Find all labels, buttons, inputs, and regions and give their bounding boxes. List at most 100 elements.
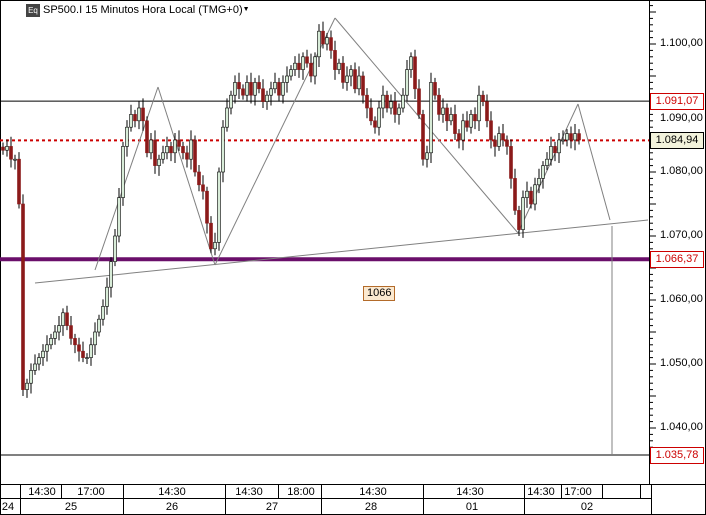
candle-up: [389, 101, 393, 109]
candle-down: [237, 82, 241, 90]
candle-up: [521, 197, 525, 230]
candle-down: [489, 120, 493, 141]
triangle-down-icon[interactable]: ▼: [242, 6, 250, 13]
candle-up: [281, 82, 285, 96]
candle-up: [289, 69, 293, 77]
candle-down: [145, 120, 149, 154]
candle-down: [333, 50, 337, 70]
candle-down: [201, 184, 205, 192]
candle-down: [369, 107, 373, 122]
candle-down: [305, 56, 309, 64]
candle-down: [529, 190, 533, 205]
candle-down: [185, 152, 189, 160]
time-label: 14:30: [359, 486, 387, 498]
candle-up: [37, 357, 41, 365]
time-label: 18:00: [287, 486, 315, 498]
price-line-label[interactable]: 1.091,07: [650, 93, 704, 111]
price-line-label[interactable]: 1.066,37: [650, 251, 704, 269]
candle-up: [217, 171, 221, 243]
candle-up: [449, 114, 453, 122]
candle-up: [285, 75, 289, 83]
candle-up: [29, 370, 33, 384]
trend-line: [94, 86, 159, 271]
price-line-label[interactable]: 1.035,78: [650, 447, 704, 464]
candle-down: [509, 146, 513, 179]
candle-up: [157, 158, 161, 166]
candle-up: [121, 146, 125, 198]
day-label: 27: [265, 501, 279, 513]
candle-down: [329, 37, 333, 51]
candle-up: [301, 56, 305, 70]
trend-line: [577, 103, 611, 221]
candle-up: [13, 158, 17, 161]
candle-down: [513, 178, 517, 211]
candle-up: [349, 69, 353, 77]
chart-title[interactable]: SP500.I 15 Minutos Hora Local (TMG+0)▼: [43, 4, 250, 16]
time-label: 14:30: [235, 486, 263, 498]
candle-down: [417, 88, 421, 115]
day-label: 01: [465, 501, 479, 513]
equity-icon: Eq: [26, 4, 40, 17]
candle-up: [213, 242, 217, 250]
candle-down: [353, 69, 357, 90]
trend-line: [517, 103, 579, 234]
candle-up: [377, 107, 381, 128]
candle-up: [113, 235, 117, 262]
candle-up: [189, 139, 193, 160]
candle-up: [233, 82, 237, 96]
candle-down: [505, 139, 509, 147]
candle-down: [385, 94, 389, 109]
candle-up: [469, 114, 473, 128]
candle-down: [177, 139, 181, 147]
candle-down: [205, 190, 209, 224]
candle-down: [365, 94, 369, 109]
candle-down: [473, 114, 477, 122]
candle-down: [169, 146, 173, 154]
candle-up: [53, 331, 57, 339]
candle-down: [393, 101, 397, 115]
candle-up: [125, 126, 129, 147]
candle-down: [69, 325, 73, 339]
candle-down: [153, 139, 157, 166]
day-label: 26: [165, 501, 179, 513]
price-axis-label: 1.100,00: [660, 37, 703, 49]
candle-up: [477, 94, 481, 122]
candle-up: [5, 146, 9, 151]
trend-line: [214, 17, 336, 266]
candle-down: [341, 62, 345, 83]
candle-up: [165, 146, 169, 154]
candle-up: [461, 120, 465, 141]
candle-up: [129, 114, 133, 128]
price-line-label[interactable]: 1.084,94: [650, 132, 704, 150]
candle-up: [269, 88, 273, 96]
candle-up: [545, 158, 549, 166]
candle-down: [445, 107, 449, 122]
candle-up: [337, 62, 341, 70]
candle-down: [413, 56, 417, 90]
candle-up: [525, 190, 529, 198]
candle-down: [73, 338, 77, 346]
candle-down: [77, 344, 81, 352]
time-label: 14:30: [456, 486, 484, 498]
candle-down: [9, 146, 13, 160]
candle-down: [453, 114, 457, 134]
candle-up: [533, 184, 537, 205]
time-label: 17:00: [564, 486, 592, 498]
candle-down: [193, 139, 197, 173]
candle-down: [465, 120, 469, 128]
candle-down: [133, 114, 137, 122]
candle-down: [197, 171, 201, 186]
time-label: 14:30: [158, 486, 186, 498]
candle-down: [81, 350, 85, 358]
time-label: 14:30: [527, 486, 555, 498]
annotation-label[interactable]: 1066: [363, 286, 396, 301]
candle-up: [549, 146, 553, 160]
time-label: 17:00: [77, 486, 105, 498]
candle-down: [569, 133, 573, 141]
price-axis-label: 1.090,00: [660, 112, 703, 125]
candle-down: [21, 203, 25, 390]
candle-up: [93, 331, 97, 346]
price-axis-label: 1.050,00: [660, 357, 703, 369]
price-axis-label: 1.070,00: [660, 229, 703, 241]
